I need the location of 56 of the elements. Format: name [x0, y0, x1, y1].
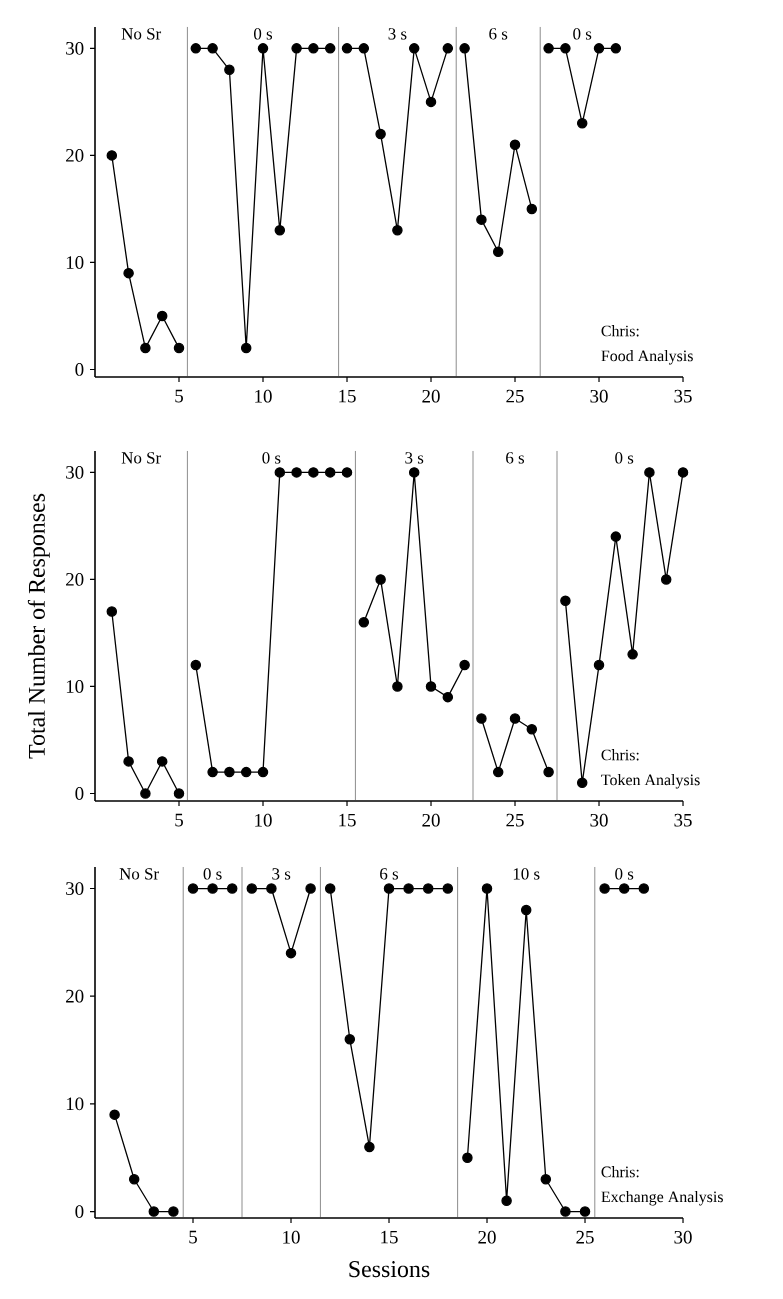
annotation: 0 s: [615, 868, 634, 880]
annotation: 6 s: [506, 452, 525, 464]
x-tick-label: 20: [422, 813, 440, 827]
annotation: Chris:: [601, 325, 639, 337]
annotation: 10 s: [513, 868, 540, 880]
x-tick-label: 5: [175, 389, 183, 403]
annotation: 0 s: [254, 28, 273, 40]
y-tick-label: 10: [66, 256, 84, 269]
y-tick-label: 0: [75, 1205, 84, 1218]
annotation: 3 s: [272, 868, 291, 880]
annotation: Food Analysis: [601, 350, 693, 365]
y-tick-label: 10: [66, 1097, 84, 1111]
x-tick-label: 35: [674, 389, 692, 403]
x-tick-label: 15: [339, 389, 356, 403]
annotation: Chris:: [601, 1166, 639, 1178]
x-tick-label: 5: [175, 813, 183, 827]
y-tick-label: 0: [75, 787, 84, 800]
annotation: 3 s: [405, 452, 424, 464]
y-tick-label: 20: [66, 573, 84, 586]
annotation: 0 s: [573, 28, 592, 40]
x-tick-label: 5: [189, 1230, 197, 1244]
x-tick-label: 15: [381, 1230, 398, 1244]
x-tick-label: 30: [590, 813, 608, 827]
x-tick-label: 25: [506, 389, 524, 403]
annotation: Token Analysis: [601, 774, 700, 789]
annotation: 6 s: [489, 28, 508, 40]
annotation: Exchange Analysis: [601, 1191, 723, 1206]
annotation: No Sr: [121, 28, 162, 40]
y-axis-title: Total Number of Responses: [27, 493, 50, 759]
x-tick-label: 20: [478, 1230, 496, 1244]
y-tick-label: 30: [66, 466, 84, 479]
x-tick-label: 20: [422, 389, 440, 403]
y-tick-label: 0: [75, 363, 84, 376]
x-tick-label: 25: [506, 813, 524, 827]
x-tick-label: 25: [576, 1230, 594, 1244]
y-tick-label: 20: [66, 989, 84, 1003]
annotation: 3 s: [388, 28, 407, 40]
x-tick-label: 35: [674, 813, 692, 827]
x-tick-label: 30: [674, 1230, 692, 1244]
annotation: No Sr: [119, 868, 159, 880]
annotation: No Sr: [121, 452, 162, 464]
x-tick-label: 10: [255, 813, 272, 827]
annotation: 0 s: [615, 452, 634, 464]
y-tick-label: 20: [66, 149, 84, 162]
x-tick-label: 10: [255, 389, 272, 403]
x-tick-label: 10: [283, 1230, 300, 1244]
y-tick-label: 30: [66, 882, 84, 895]
y-tick-label: 10: [66, 680, 84, 693]
annotation: 0 s: [262, 452, 281, 464]
x-tick-label: 30: [590, 389, 608, 403]
annotation: 0 s: [203, 868, 222, 880]
annotation: Chris:: [601, 749, 639, 761]
x-tick-label: 15: [339, 813, 356, 827]
y-tick-label: 30: [66, 42, 84, 55]
x-axis-title: Sessions: [349, 1261, 430, 1278]
annotation: 6 s: [380, 868, 399, 880]
